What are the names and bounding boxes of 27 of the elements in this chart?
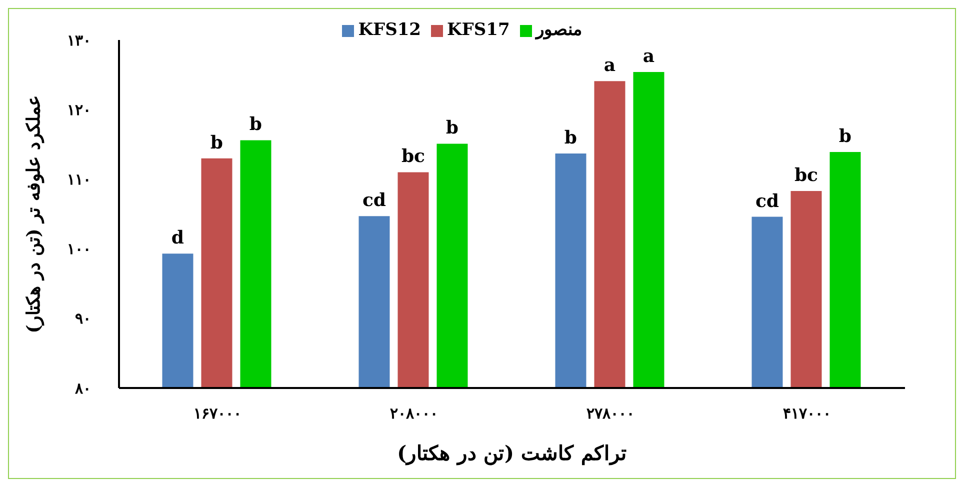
legend-label: KFS12 — [358, 20, 421, 40]
data-label: a — [604, 55, 616, 76]
y-tick-label: ۹۰ — [75, 310, 91, 328]
data-label: b — [446, 118, 459, 139]
x-axis-title: تراکم کاشت (تن در هکتار) — [397, 441, 627, 466]
y-tick-label: ۱۰۰ — [67, 240, 91, 258]
x-tick-label: ۴۱۷۰۰۰ — [782, 404, 831, 423]
data-label: cd — [362, 190, 386, 212]
data-label: b — [249, 114, 262, 136]
data-label: cd — [755, 190, 780, 212]
y-tick-label: ۱۲۰ — [67, 100, 91, 119]
data-label: b — [210, 132, 224, 154]
x-tick-label: ۱۶۷۰۰۰ — [193, 404, 242, 423]
legend-label: منصور — [536, 20, 582, 40]
y-axis-title: عملکرد علوفه تر (تن در هکتار) — [23, 94, 44, 334]
y-tick-label: ۱۳۰ — [67, 31, 91, 50]
data-label: d — [171, 228, 184, 249]
data-label: a — [642, 46, 655, 68]
data-label: bc — [794, 165, 818, 186]
y-tick-label: ۱۱۰ — [67, 170, 91, 189]
legend-label: KFS17 — [447, 20, 510, 40]
data-label: b — [838, 126, 852, 148]
y-tick-label: ۸۰ — [74, 379, 91, 398]
data-label: bc — [401, 146, 426, 168]
data-label: b — [564, 127, 578, 148]
x-tick-label: ۲۰۸۰۰۰ — [390, 404, 438, 423]
x-tick-label: ۲۷۸۰۰۰ — [586, 404, 634, 423]
